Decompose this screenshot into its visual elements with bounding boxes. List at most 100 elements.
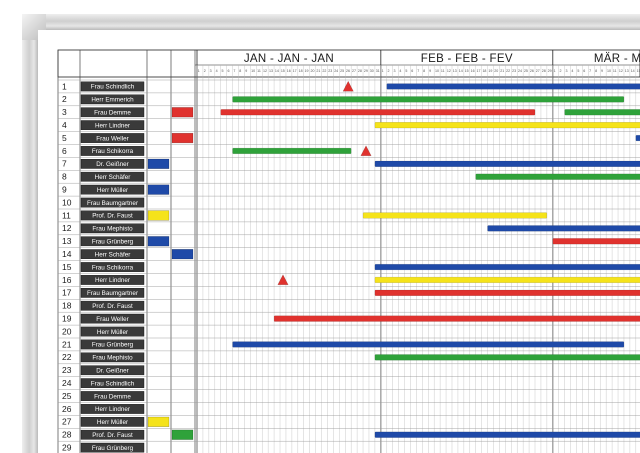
row-number: 12 — [62, 223, 72, 233]
row-number: 19 — [62, 314, 72, 324]
day-number: 21 — [500, 69, 504, 73]
day-number: 24 — [518, 69, 522, 73]
day-number: 27 — [352, 69, 356, 73]
employee-name-label: Frau Baumgartner — [87, 290, 138, 297]
day-number: 4 — [216, 69, 218, 73]
schedule-bar-yellow — [374, 122, 640, 129]
row-number: 9 — [62, 185, 67, 195]
day-number: 2 — [388, 69, 390, 73]
name-label-bg — [80, 249, 145, 260]
schedule-bar-green — [232, 147, 352, 155]
name-label-bg — [80, 184, 145, 195]
employee-name-label: Frau Schikorra — [92, 264, 134, 271]
day-number: 7 — [589, 69, 591, 73]
day-number: 22 — [506, 69, 510, 73]
employee-name-label: Frau Mephisto — [92, 355, 133, 362]
day-number: 21 — [316, 69, 320, 73]
schedule-bar-green — [564, 109, 640, 116]
employee-name-label: Prof. Dr. Faust — [92, 213, 133, 220]
row-number: 1 — [62, 81, 67, 91]
day-number: 18 — [482, 69, 486, 73]
color-tag-magnet-yellow — [147, 416, 170, 427]
day-number: 28 — [358, 69, 362, 73]
name-label-bg — [80, 326, 145, 337]
day-number: 5 — [405, 69, 407, 73]
day-number: 3 — [565, 69, 567, 73]
employee-name-label: Frau Grünberg — [92, 239, 134, 246]
employee-name-label: Frau Schindlich — [91, 380, 135, 387]
month-header: MÄR - MAR - MAR — [594, 53, 640, 65]
color-tag-magnet-blue — [147, 158, 170, 169]
day-number: 27 — [536, 69, 540, 73]
employee-name-label: Frau Demme — [94, 110, 131, 117]
employee-name-label: Frau Weller — [96, 316, 128, 323]
day-number: 10 — [251, 69, 255, 73]
schedule-bar-blue — [374, 160, 640, 167]
day-number: 6 — [583, 69, 585, 73]
month-header: JAN - JAN - JAN — [244, 53, 334, 65]
row-number: 27 — [62, 417, 72, 427]
name-label-bg — [80, 339, 145, 350]
day-number: 30 — [370, 69, 374, 73]
employee-name-label: Frau Baumgartner — [87, 200, 138, 207]
day-number: 26 — [346, 69, 350, 73]
day-number: 14 — [631, 69, 635, 73]
day-number: 10 — [607, 69, 611, 73]
schedule-bar-blue — [386, 83, 640, 90]
employee-name-label: Herr Lindner — [95, 406, 130, 413]
name-label-bg — [80, 378, 145, 389]
color-tag-magnet-blue — [171, 249, 194, 260]
employee-name-label: Herr Lindner — [95, 277, 130, 284]
row-number: 28 — [62, 430, 72, 440]
employee-name-label: Herr Müller — [97, 419, 128, 426]
day-number: 19 — [488, 69, 492, 73]
day-number: 28 — [542, 69, 546, 73]
employee-name-label: Dr. Geißner — [96, 368, 129, 375]
name-label-bg — [80, 133, 145, 143]
day-number: 20 — [310, 69, 314, 73]
name-label-bg — [80, 300, 145, 311]
row-number: 2 — [62, 94, 67, 104]
row-number: 6 — [62, 146, 67, 156]
name-label-bg — [80, 352, 145, 363]
day-number: 7 — [417, 69, 419, 73]
row-number: 3 — [62, 107, 67, 117]
day-number: 14 — [459, 69, 463, 73]
employee-name-label: Prof. Dr. Faust — [92, 432, 133, 439]
name-label-bg — [80, 429, 145, 440]
employee-name-label: Herr Emmerich — [91, 97, 134, 104]
row-number: 15 — [62, 262, 72, 272]
name-label-bg — [80, 275, 145, 285]
day-number: 18 — [299, 69, 303, 73]
row-number: 24 — [62, 378, 72, 388]
name-label-bg — [80, 210, 145, 221]
color-tag-magnet-blue — [147, 184, 170, 195]
name-label-bg — [80, 120, 145, 131]
name-label-bg — [80, 391, 145, 401]
day-number: 22 — [322, 69, 326, 73]
day-number: 5 — [577, 69, 579, 73]
employee-name-label: Frau Demme — [94, 393, 131, 400]
day-number: 1 — [554, 69, 556, 73]
name-label-bg — [80, 223, 145, 234]
row-number: 4 — [62, 120, 67, 130]
triangle-marker — [277, 274, 289, 285]
day-number: 26 — [530, 69, 534, 73]
name-label-bg — [80, 365, 145, 376]
name-label-bg — [80, 262, 145, 272]
day-number: 2 — [560, 69, 562, 73]
name-label-bg — [80, 146, 145, 156]
row-number: 11 — [62, 210, 71, 220]
day-number: 23 — [512, 69, 516, 73]
name-label-bg — [80, 288, 145, 298]
row-number: 29 — [62, 443, 72, 453]
employee-name-label: Herr Schäfer — [95, 174, 131, 181]
day-number: 7 — [233, 69, 235, 73]
day-number: 9 — [601, 69, 603, 73]
name-label-bg — [80, 404, 145, 414]
board-frame-top — [22, 14, 640, 30]
schedule-bar-red — [273, 315, 640, 322]
color-tag-magnet-yellow — [147, 210, 170, 221]
month-header: FEB - FEB - FEV — [421, 53, 513, 65]
